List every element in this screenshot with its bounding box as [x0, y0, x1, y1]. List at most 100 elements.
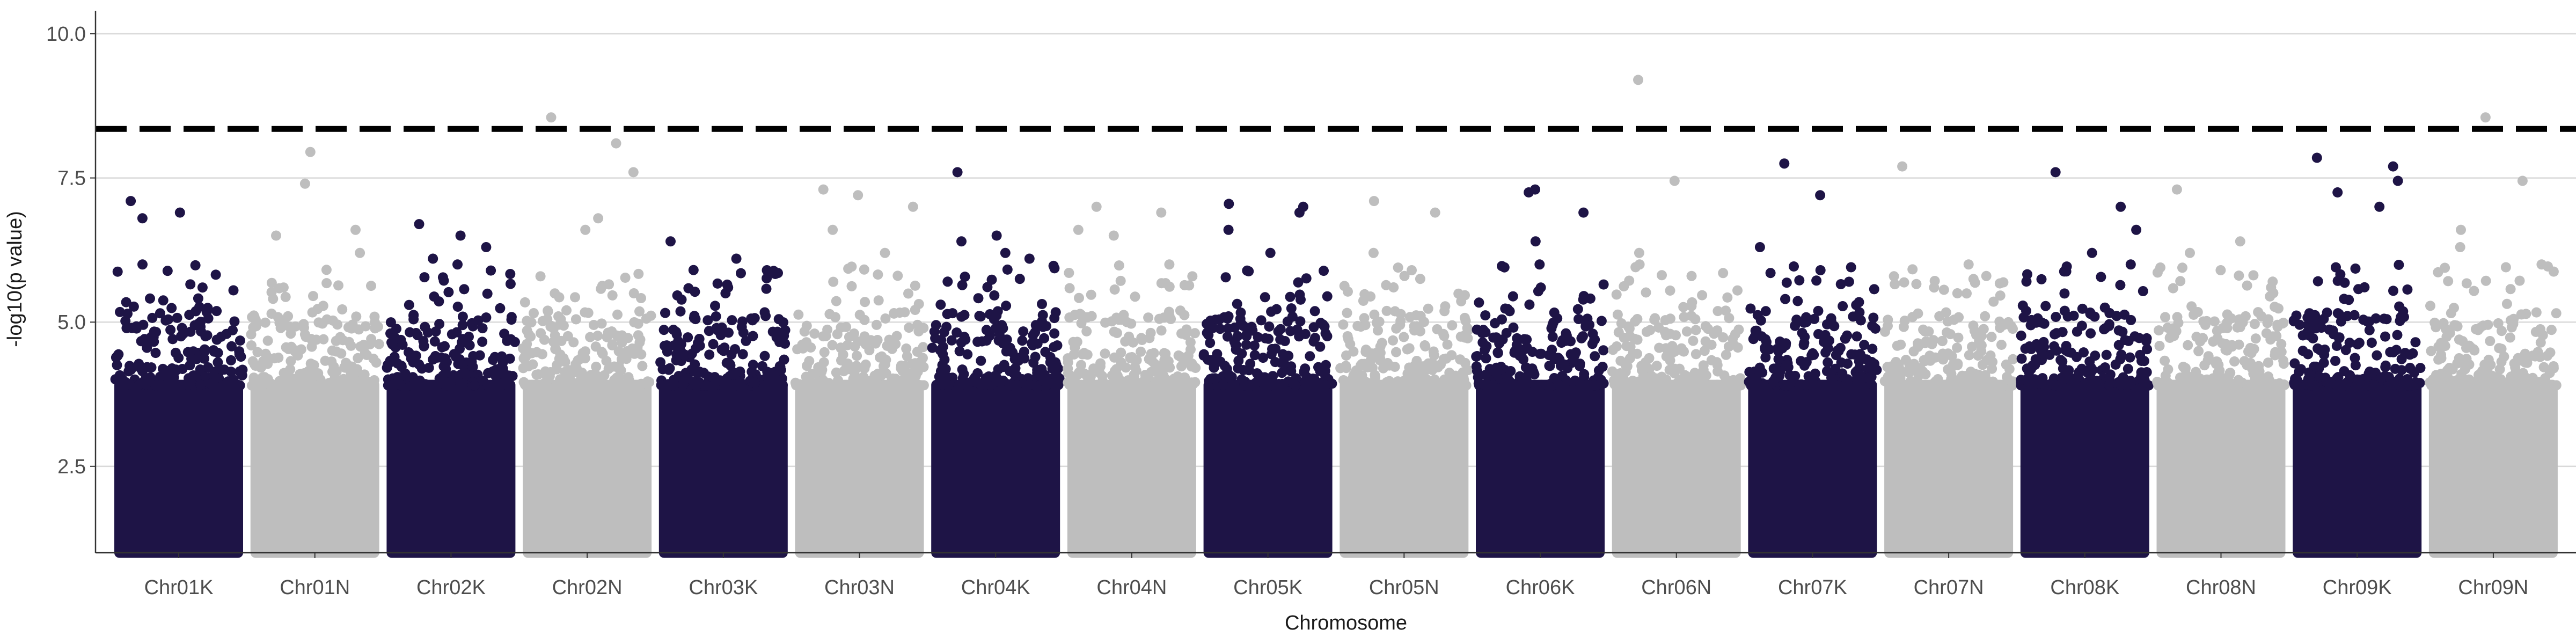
data-point [351, 311, 362, 322]
data-point [1644, 353, 1655, 363]
peak-point-chr02k [452, 259, 463, 270]
data-point [126, 364, 136, 375]
data-point [1360, 347, 1371, 357]
data-point [918, 380, 929, 391]
data-point [2072, 326, 2082, 337]
data-point [943, 380, 954, 391]
data-point [2370, 313, 2381, 324]
data-point [2061, 261, 2072, 272]
data-point [1293, 277, 1304, 288]
data-point [1746, 375, 1757, 386]
data-point [2138, 286, 2148, 296]
data-point [560, 367, 570, 377]
data-point [1037, 299, 1047, 309]
data-point [1781, 338, 1791, 349]
data-point [477, 336, 488, 347]
data-point [1440, 301, 1451, 312]
data-point [2380, 360, 2391, 371]
y-tick-label: 2.5 [57, 456, 86, 478]
data-point [1253, 332, 1263, 342]
data-point [1678, 302, 1689, 312]
data-point [1789, 261, 1799, 272]
y-tick-labels: 2.5 5.0 7.5 10.0 [46, 23, 96, 478]
data-point [2057, 327, 2068, 338]
data-point [2201, 316, 2212, 326]
data-point [1700, 321, 1711, 332]
data-point [2318, 313, 2329, 324]
data-point [363, 377, 374, 387]
data-point [1502, 304, 1513, 314]
data-point [591, 361, 602, 372]
data-point [590, 341, 601, 352]
peak-point-chr09n [2456, 224, 2466, 235]
data-point [113, 349, 124, 360]
peak-point-chr05n [1368, 196, 1379, 207]
data-point [958, 369, 969, 379]
data-point [791, 380, 801, 391]
axes [94, 11, 2576, 554]
data-point [1524, 299, 1535, 310]
data-point [338, 335, 348, 346]
data-point [502, 375, 513, 386]
data-point [405, 327, 415, 338]
data-point [1781, 360, 1792, 370]
data-point [2496, 356, 2507, 367]
data-point [1341, 350, 1351, 361]
data-point [2030, 360, 2040, 370]
data-point [2229, 356, 2240, 367]
data-point [1637, 365, 1647, 376]
data-point [1624, 323, 1635, 334]
data-point [2548, 266, 2559, 277]
data-point [1570, 375, 1580, 386]
data-point [195, 364, 206, 375]
data-point [1913, 338, 1923, 349]
data-point [1373, 325, 1383, 336]
data-point [1128, 337, 1138, 348]
data-point [1209, 362, 1219, 373]
data-point [505, 279, 516, 289]
data-point [1512, 333, 1523, 343]
y-tick-label: 5.0 [57, 311, 86, 334]
data-point [477, 323, 488, 334]
data-point [1944, 378, 1955, 389]
data-point [954, 346, 965, 356]
data-point [1352, 320, 1363, 331]
data-point [719, 342, 730, 353]
data-point [506, 314, 517, 325]
peak-point-chr01k [137, 259, 148, 270]
data-point [368, 354, 379, 364]
data-point [428, 354, 438, 365]
chromosome-band-chr04k [931, 379, 1060, 558]
data-point [976, 355, 986, 366]
data-point [184, 310, 195, 320]
x-tick-labels: Chr01K Chr01N Chr02K Chr02N Chr03K Chr03N Chr0… [144, 553, 2528, 599]
data-point [1849, 349, 1860, 360]
data-point [522, 316, 532, 326]
data-point [1438, 380, 1448, 391]
data-point [2380, 331, 2390, 342]
data-point [290, 321, 301, 332]
data-point [817, 374, 828, 384]
data-point [1146, 348, 1157, 359]
chromosome-band-chr02k [386, 379, 516, 558]
data-point [1598, 345, 1609, 356]
data-point [1084, 370, 1095, 380]
peak-point-chr01k [137, 213, 148, 224]
data-point [903, 288, 913, 299]
data-point [2099, 302, 2110, 313]
data-point [1686, 301, 1697, 311]
data-point [1455, 354, 1466, 365]
data-point [976, 311, 986, 322]
data-point [1223, 311, 1234, 321]
data-point [537, 349, 547, 360]
data-point [1870, 323, 1880, 334]
data-point [2532, 350, 2543, 361]
data-point [693, 338, 703, 348]
data-point [1399, 332, 1409, 342]
data-point [1994, 278, 2005, 289]
data-point [1867, 343, 1878, 354]
data-point [2003, 374, 2014, 385]
data-point [2499, 380, 2509, 391]
data-point [2168, 323, 2178, 334]
peak-point-chr09n [2536, 259, 2547, 270]
